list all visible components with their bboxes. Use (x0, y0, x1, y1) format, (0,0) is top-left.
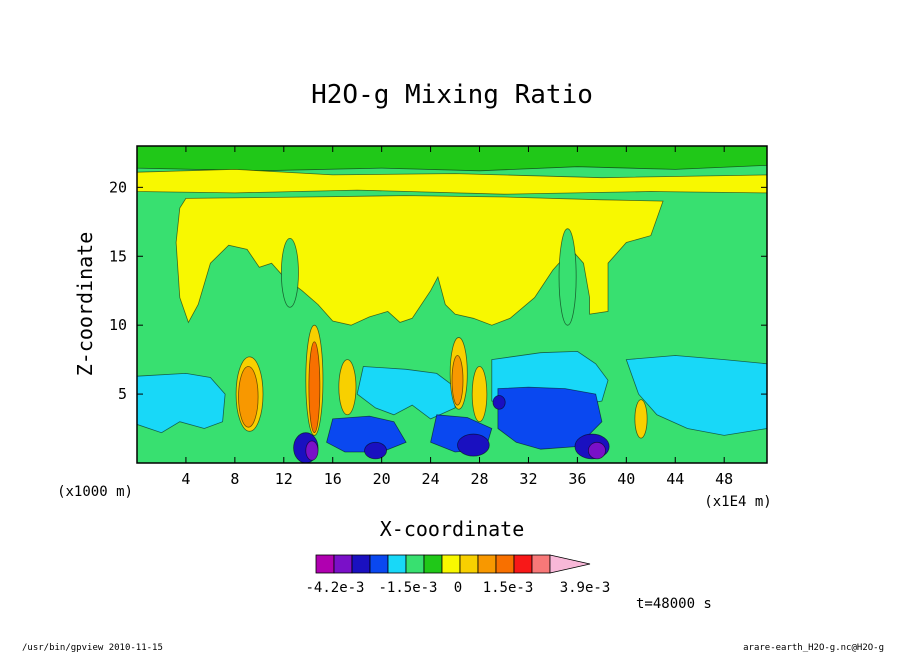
green-dip (280, 237, 299, 308)
low-cyan-left (137, 372, 226, 434)
colorbar-label: 3.9e-3 (560, 580, 611, 596)
colorbar-swatch (423, 554, 443, 574)
colorbar-swatch (495, 554, 515, 574)
x-scale-note: (x1E4 m) (704, 494, 771, 510)
colorbar-label: 1.5e-3 (483, 580, 534, 596)
colorbar-swatch (315, 554, 335, 574)
low-blue-mid (326, 415, 407, 453)
violet-core (305, 440, 319, 461)
low-cyan-far (625, 355, 767, 436)
heatmap-field (137, 146, 767, 463)
convective-cell (308, 341, 321, 434)
x-tick-label: 8 (230, 470, 239, 488)
y-axis-label: Z-coordinate (73, 232, 97, 377)
x-tick-label: 40 (617, 470, 635, 488)
convective-cell (451, 355, 464, 406)
colorbar-swatch (477, 554, 497, 574)
convective-cell (238, 366, 259, 428)
x-tick-label: 4 (181, 470, 190, 488)
colorbar-swatch (441, 554, 461, 574)
violet-core (587, 441, 606, 460)
navy-core (492, 395, 506, 410)
time-annotation: t=48000 s (636, 596, 712, 612)
x-tick-label: 20 (373, 470, 391, 488)
colorbar-swatch (459, 554, 479, 574)
y-axis: 5 10 15 20 (109, 178, 767, 403)
upper-green-band (137, 146, 767, 172)
navy-core (364, 441, 387, 460)
colorbar-label: -1.5e-3 (378, 580, 437, 596)
colorbar-swatch (513, 554, 533, 574)
x-tick-label: 24 (422, 470, 440, 488)
plot-frame (136, 145, 768, 464)
convective-cell (634, 399, 648, 439)
colorbar-label: 0 (454, 580, 462, 596)
x-tick-label: 32 (519, 470, 537, 488)
green-dip (558, 228, 577, 326)
stratosphere-stripe (137, 168, 767, 195)
colorbar-swatch (333, 554, 353, 574)
y-tick-label: 5 (118, 385, 127, 403)
chart-title: H2O-g Mixing Ratio (311, 80, 593, 110)
x-tick-label: 48 (715, 470, 733, 488)
anvil (175, 195, 664, 326)
x-axis-label: X-coordinate (380, 517, 525, 541)
colorbar-swatch (531, 554, 551, 574)
colorbar-swatch (387, 554, 407, 574)
x-tick-label: 12 (275, 470, 293, 488)
colorbar-swatch (405, 554, 425, 574)
colorbar-labels: -4.2e-3 -1.5e-3 0 1.5e-3 3.9e-3 (305, 580, 610, 596)
footer-left: /usr/bin/gpview 2010-11-15 (22, 643, 163, 653)
x-tick-label: 44 (666, 470, 684, 488)
colorbar-swatch (351, 554, 371, 574)
y-scale-note: (x1000 m) (57, 484, 133, 500)
footer-right: arare-earth_H2O-g.nc@H2O-g (743, 643, 884, 653)
colorbar-swatch (369, 554, 389, 574)
low-cyan-mid (356, 366, 456, 420)
convective-cell (338, 359, 357, 416)
y-tick-label: 15 (109, 247, 127, 265)
navy-core (457, 433, 490, 457)
colorbar-label: -4.2e-3 (305, 580, 364, 596)
x-tick-label: 16 (324, 470, 342, 488)
convective-cell (471, 366, 488, 423)
x-tick-label: 28 (470, 470, 488, 488)
x-tick-label: 36 (568, 470, 586, 488)
colorbar-arrow (549, 554, 591, 574)
y-tick-label: 20 (109, 178, 127, 196)
y-tick-label: 10 (109, 316, 127, 334)
colorbar (315, 554, 591, 574)
x-axis: 4 8 12 16 20 24 28 32 36 40 44 48 (181, 146, 733, 488)
